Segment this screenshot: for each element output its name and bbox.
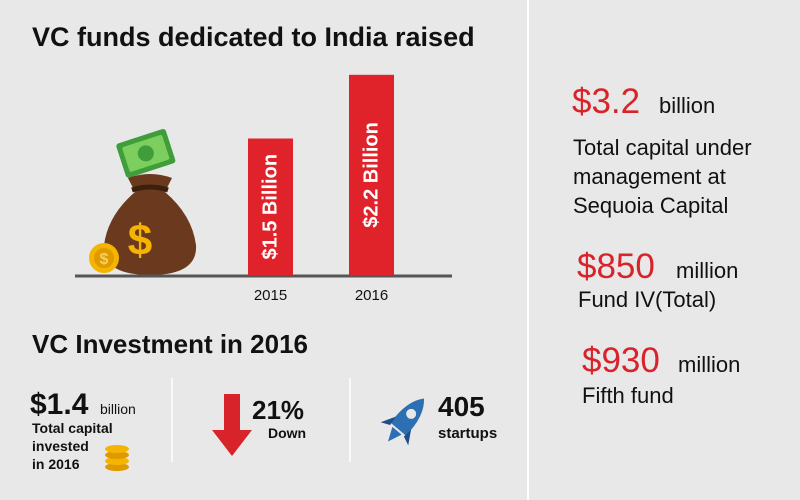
money-bag-icon: $ $ [89, 128, 197, 275]
bar [248, 138, 293, 275]
coins-icon [105, 445, 129, 471]
bar-value-label: $2.2 Billion [361, 122, 383, 228]
highlight-text: Sequoia Capital [573, 193, 728, 218]
down-arrow-icon [212, 394, 252, 456]
chart-title: VC funds dedicated to India raised [32, 22, 475, 52]
x-tick-label: 2015 [254, 287, 287, 304]
bar-chart: $1.5 Billion 2015 $2.2 Billion 2016 [248, 74, 394, 304]
svg-text:$: $ [128, 216, 152, 265]
highlight-unit: million [676, 258, 738, 283]
stat-text: Total capital [32, 420, 113, 436]
stat-text: Down [268, 425, 306, 441]
highlight-unit: billion [659, 93, 715, 118]
bar [349, 74, 394, 275]
highlight-text: Fund IV(Total) [578, 287, 716, 312]
stat-text: startups [438, 425, 497, 442]
stat-value: 21% [252, 395, 304, 425]
stat-value: $1.4 [30, 388, 89, 421]
rocket-icon [380, 398, 424, 446]
highlight-text: management at [573, 164, 726, 189]
stat-text: invested [32, 438, 89, 454]
section-title: VC Investment in 2016 [32, 329, 308, 359]
svg-text:$: $ [100, 251, 109, 268]
stat-unit: billion [100, 401, 136, 417]
stat-text: in 2016 [32, 456, 80, 472]
stat-value: 405 [438, 391, 485, 422]
highlight-text: Fifth fund [582, 383, 674, 408]
highlight-value: $3.2 [572, 82, 640, 121]
highlight-unit: million [678, 352, 740, 377]
highlight-value: $850 [577, 247, 655, 286]
bar-value-label: $1.5 Billion [260, 154, 282, 260]
highlight-text: Total capital under [573, 135, 752, 160]
highlight-value: $930 [582, 341, 660, 380]
x-tick-label: 2016 [355, 287, 388, 304]
